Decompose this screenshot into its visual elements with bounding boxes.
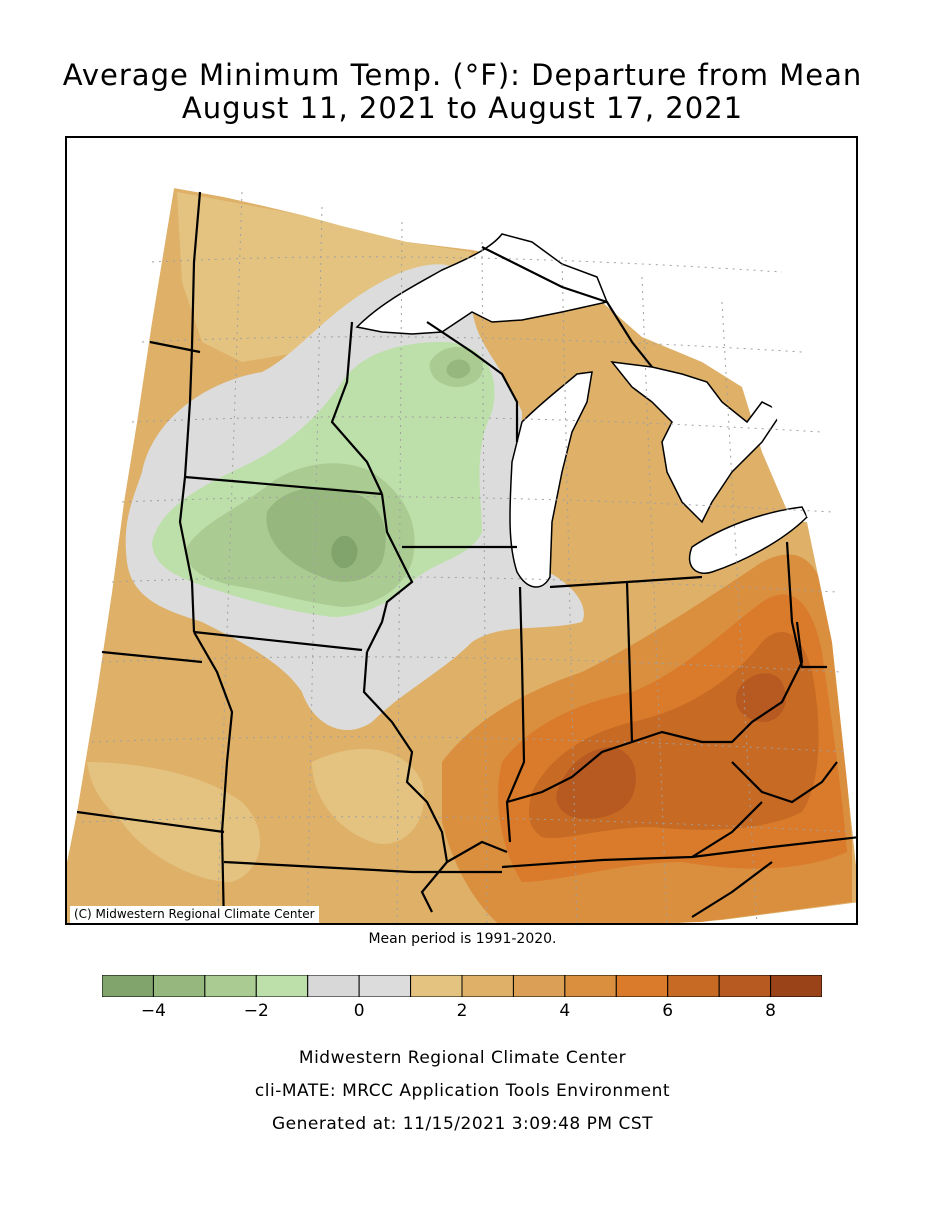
legend-tick-label: 4 bbox=[559, 1001, 571, 1021]
boundary-sd-ne bbox=[101, 650, 203, 664]
contour-sw-light bbox=[87, 762, 261, 882]
boundary-il-in bbox=[505, 586, 526, 843]
legend-swatch bbox=[564, 975, 617, 997]
lake-superior bbox=[355, 233, 609, 335]
boundary-ne-ks bbox=[76, 810, 225, 834]
lake-huron bbox=[610, 361, 784, 524]
legend-tick-label: 8 bbox=[765, 1001, 776, 1021]
boundary-ks-ok bbox=[223, 860, 413, 874]
lake-michigan bbox=[509, 371, 593, 588]
boundary-oh-pa bbox=[785, 541, 827, 669]
contour-warm-7 bbox=[556, 747, 636, 819]
boundary-wv-va bbox=[731, 761, 838, 804]
boundary-il-ky bbox=[446, 840, 508, 863]
boundary-upper-mi bbox=[481, 246, 653, 368]
color-legend bbox=[102, 975, 822, 997]
footer-organization: Midwestern Regional Climate Center bbox=[298, 1048, 627, 1068]
legend-swatch bbox=[152, 975, 206, 997]
legend-swatch bbox=[102, 975, 154, 997]
boundary-mn-ia bbox=[184, 475, 383, 496]
boundary-mi-in-oh bbox=[549, 575, 703, 589]
contour-green-darkest bbox=[331, 535, 358, 569]
legend-tick-label: 2 bbox=[456, 1001, 468, 1021]
boundary-nd-sd bbox=[149, 340, 201, 354]
legend-swatch bbox=[718, 975, 772, 997]
contour-mid-light bbox=[312, 748, 424, 844]
copyright-label: (C) Midwestern Regional Climate Center bbox=[70, 906, 319, 923]
legend-swatch bbox=[667, 975, 720, 997]
outside-east bbox=[807, 503, 856, 865]
footer-generated-time: Generated at: 11/15/2021 3:09:48 PM CST bbox=[272, 1114, 653, 1134]
legend-tick-label: −2 bbox=[243, 1001, 269, 1021]
legend-tick-label: −4 bbox=[140, 1001, 166, 1021]
legend-tick-label: 6 bbox=[662, 1001, 674, 1021]
departure-map bbox=[67, 138, 856, 923]
contour-warm-7b bbox=[735, 673, 786, 722]
legend-tick-label: 0 bbox=[353, 1001, 365, 1021]
boundary-ky-va bbox=[691, 801, 763, 858]
boundary-sd-mn bbox=[178, 476, 196, 633]
mean-period-note: Mean period is 1991-2020. bbox=[368, 931, 557, 947]
boundary-wi-mi bbox=[426, 321, 519, 442]
legend-swatch bbox=[615, 975, 669, 997]
legend-tick-labels: −4 −2 0 2 4 6 8 bbox=[0, 1001, 950, 1025]
legend-swatch bbox=[255, 975, 309, 997]
legend-swatch bbox=[512, 975, 566, 997]
legend-swatch bbox=[307, 975, 360, 997]
legend-swatch bbox=[410, 975, 463, 997]
boundary-tn-nc bbox=[691, 861, 773, 918]
boundary-mn-wi bbox=[330, 321, 383, 495]
outside-west bbox=[67, 138, 177, 862]
graticule bbox=[81, 191, 853, 923]
boundary-ia-east bbox=[366, 493, 414, 653]
legend-swatch bbox=[461, 975, 514, 997]
state-boundaries bbox=[76, 191, 856, 923]
lake-erie bbox=[688, 506, 808, 574]
map-date-range: August 11, 2021 to August 17, 2021 bbox=[181, 91, 744, 125]
outside-north bbox=[174, 138, 856, 242]
legend-swatch bbox=[770, 975, 822, 997]
lake-ontario-area bbox=[382, 152, 856, 517]
boundary-in-oh bbox=[625, 581, 634, 743]
legend-swatch bbox=[204, 975, 257, 997]
boundary-mississippi bbox=[362, 651, 449, 913]
legend-swatch bbox=[358, 975, 412, 997]
boundary-ohio-river bbox=[506, 621, 804, 804]
footer-tool-name: cli-MATE: MRCC Application Tools Environ… bbox=[254, 1081, 671, 1101]
boundary-ia-mo bbox=[193, 630, 363, 652]
map-frame bbox=[65, 136, 858, 925]
boundary-mo-west bbox=[193, 631, 234, 923]
map-title: Average Minimum Temp. (°F): Departure fr… bbox=[62, 58, 863, 92]
boundary-nd-mn bbox=[183, 191, 202, 478]
contour-green-wi-dark bbox=[446, 359, 471, 379]
contour-north-light bbox=[177, 192, 472, 362]
